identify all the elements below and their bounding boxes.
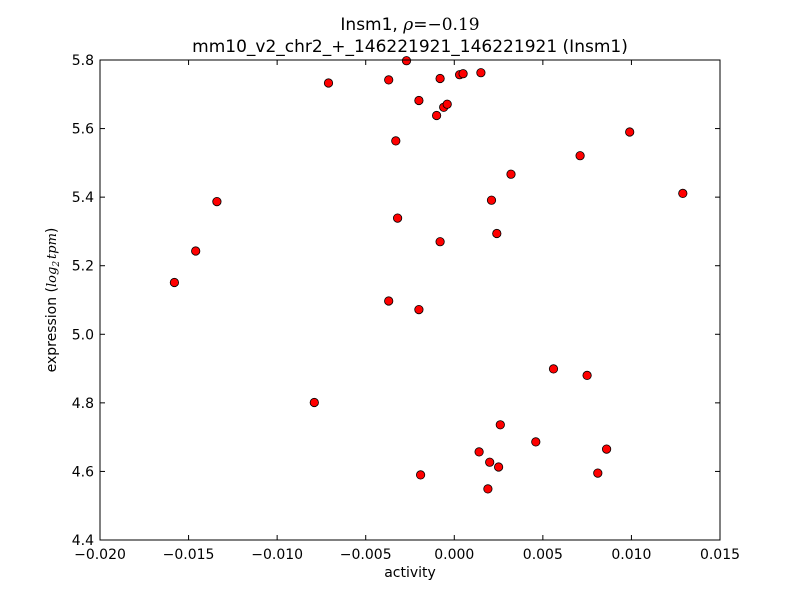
data-points [169,56,688,494]
data-point [401,56,412,66]
y-tick-label: 4.6 [72,464,94,480]
x-tick-label: −0.020 [74,547,126,563]
data-point [442,99,452,109]
y-tick-label: 4.8 [72,396,94,412]
y-tick-label: 5.6 [72,122,94,138]
y-axis-label: expression (log2 tpm) [44,228,62,373]
data-point [323,78,334,88]
data-point [625,127,635,137]
plot-frame [99,59,721,541]
y-tick-label: 5.0 [72,327,94,343]
y-tick-label: 5.8 [72,53,94,69]
data-point [212,197,222,207]
data-point [601,444,612,454]
data-point [474,447,484,457]
y-axis-label-log: log [45,267,60,287]
data-point [531,437,541,447]
data-point [309,397,319,408]
y-axis-label-text: expression ( [44,287,60,372]
data-point [191,246,201,256]
data-point [486,195,497,205]
y-axis-label-sub: 2 [52,261,62,268]
x-tick-label: −0.010 [251,547,303,563]
data-point [384,75,394,85]
x-tick-label: 0.000 [434,547,474,563]
data-point [392,213,403,223]
chart-title-rho-symbol: ρ [402,15,413,35]
data-point [506,169,516,179]
data-point [384,296,394,306]
data-point [593,468,603,478]
data-point [485,457,495,467]
y-tick-label: 4.4 [72,533,94,549]
x-tick-label: 0.015 [700,547,740,563]
y-axis-label-close: ) [44,228,60,233]
data-point [493,462,504,472]
data-point [678,188,688,198]
data-point [483,484,493,494]
data-point [575,151,585,161]
data-point [492,228,502,239]
data-point [435,237,445,247]
data-point [415,470,426,480]
y-tick-label: 5.2 [72,259,94,275]
data-point [431,110,442,121]
y-tick-label: 5.4 [72,190,94,206]
data-point [414,304,424,315]
x-tick-label: −0.015 [163,547,215,563]
x-tick-label: 0.005 [523,547,563,563]
plot-area [100,60,720,540]
y-axis-label-tpm: tpm [45,233,60,259]
axis-ticks: −0.020 −0.015 −0.010 −0.005 0.000 0.005 0.010 0… [72,53,740,563]
data-point [169,277,179,288]
data-point [476,68,486,78]
data-point [495,420,505,430]
data-point [391,136,401,146]
x-axis-label: activity [384,565,436,581]
data-point [548,364,559,374]
chart-subtitle: mm10_v2_chr2_+_146221921_146221921 (Insm… [192,37,628,57]
data-point [414,95,424,106]
x-tick-label: 0.010 [611,547,651,563]
chart-title: Insm1, ρ=−0.19 [340,15,479,35]
data-point [435,73,445,84]
chart-title-gene: Insm1, [340,15,403,35]
data-point [458,69,468,79]
data-point [582,370,592,380]
x-tick-label: −0.005 [340,547,392,563]
chart-title-rho-value: =−0.19 [413,15,479,35]
